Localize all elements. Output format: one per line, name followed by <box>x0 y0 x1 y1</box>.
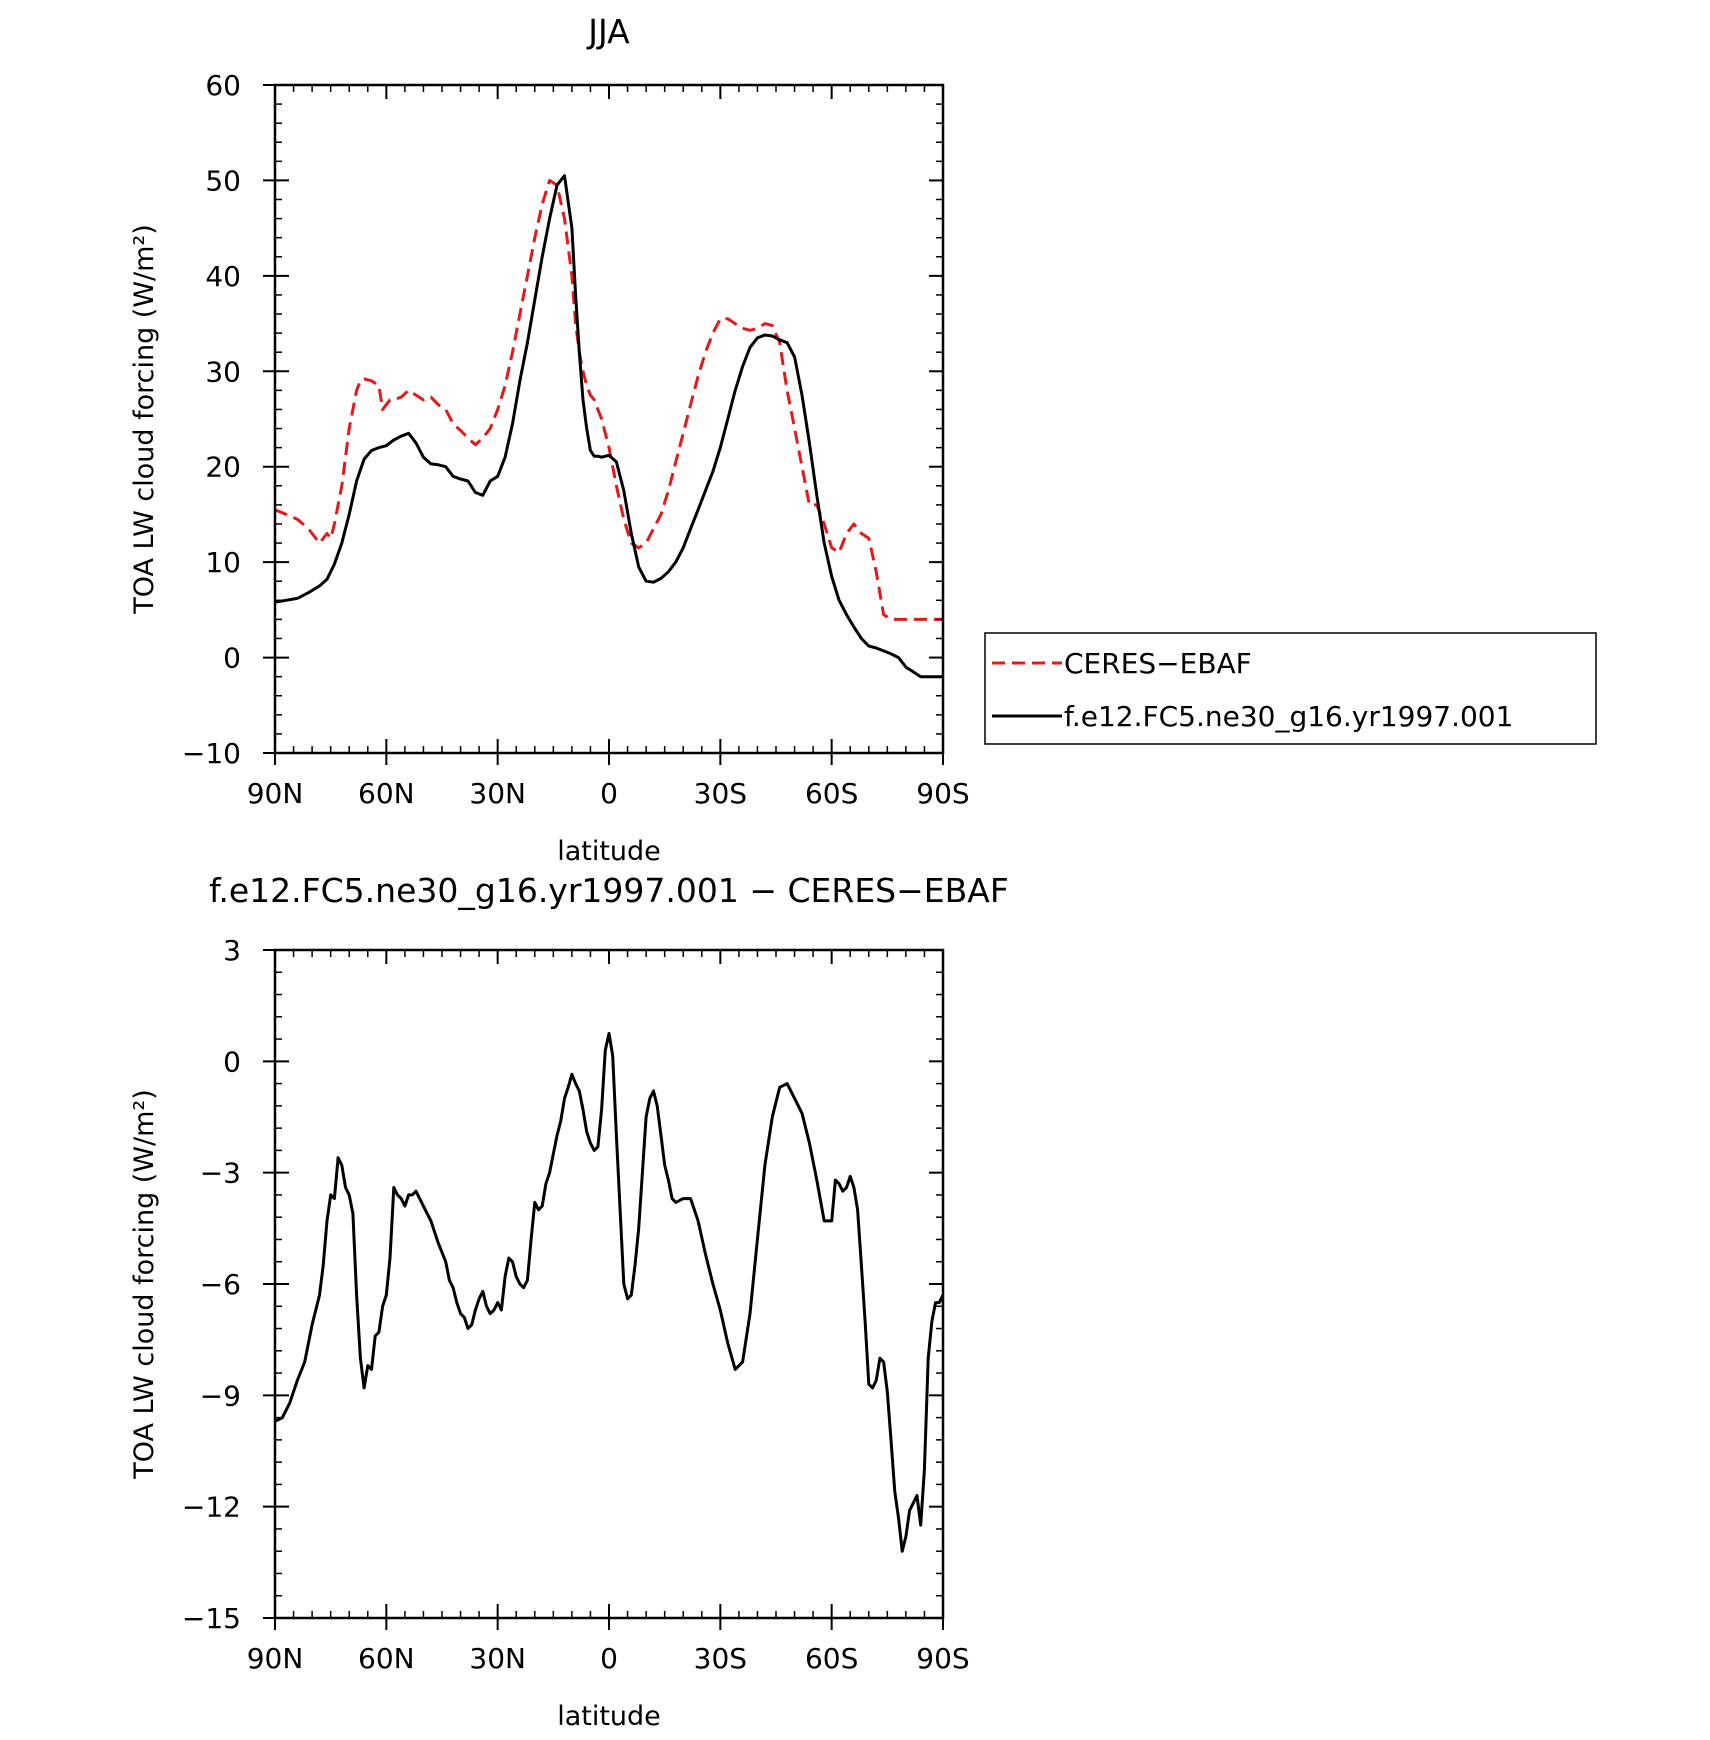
bottom-y-tick-label: −15 <box>182 1602 241 1635</box>
top-x-tick-label: 90S <box>916 777 969 810</box>
top-y-tick-label: −10 <box>182 737 241 770</box>
top-x-tick-label: 30N <box>469 777 526 810</box>
top-series-line-1 <box>274 174 943 679</box>
top-x-tick-label: 60N <box>358 777 415 810</box>
top-plot-frame <box>273 83 945 755</box>
bottom-x-tick-label: 30S <box>694 1642 747 1675</box>
bottom-series-group <box>274 1032 945 1553</box>
bottom-x-tick-label: 90S <box>916 1642 969 1675</box>
top-y-tick-label: 30 <box>205 355 241 388</box>
top-y-tick-label: 60 <box>205 69 241 102</box>
bottom-y-tick-label: 0 <box>223 1045 241 1078</box>
bottom-panel: f.e12.FC5.ne30_g16.yr1997.001 − CERES−EB… <box>129 871 1009 1732</box>
top-x-tick-label: 30S <box>694 777 747 810</box>
bottom-y-tick-label: −3 <box>200 1157 241 1190</box>
bottom-x-axis-title: latitude <box>557 1701 661 1732</box>
top-y-tick-label: 10 <box>205 546 241 579</box>
top-x-tick-label: 90N <box>247 777 304 810</box>
top-x-axis-title: latitude <box>557 836 661 867</box>
top-y-axis-title: TOA LW cloud forcing (W/m²) <box>129 224 160 615</box>
legend-box <box>984 632 1597 745</box>
bottom-y-tick-label: 3 <box>223 934 241 967</box>
top-y-tick-label: 50 <box>205 164 241 197</box>
bottom-panel-title: f.e12.FC5.ne30_g16.yr1997.001 − CERES−EB… <box>209 871 1009 910</box>
top-series-line-0 <box>274 178 943 621</box>
top-axis-ticks: 90N 60N 30N 0 30S 60S 90S 60 50 40 30 20 10 0 −10 <box>182 69 970 810</box>
top-x-tick-label: 60S <box>805 777 858 810</box>
top-y-tick-label: 40 <box>205 260 241 293</box>
legend-label-model: f.e12.FC5.ne30_g16.yr1997.001 <box>1064 700 1513 733</box>
bottom-x-tick-label: 60S <box>805 1642 858 1675</box>
bottom-x-tick-label: 60N <box>358 1642 415 1675</box>
bottom-x-tick-label: 0 <box>600 1642 618 1675</box>
bottom-y-tick-label: −12 <box>182 1491 241 1524</box>
legend-label-ceres: CERES−EBAF <box>1064 647 1252 680</box>
legend: CERES−EBAF f.e12.FC5.ne30_g16.yr1997.001 <box>984 632 1597 745</box>
top-y-tick-label: 0 <box>223 642 241 675</box>
bottom-plot-frame <box>273 948 945 1620</box>
bottom-y-tick-label: −9 <box>200 1379 241 1412</box>
bottom-x-tick-label: 30N <box>469 1642 526 1675</box>
bottom-y-tick-label: −6 <box>200 1268 241 1301</box>
bottom-y-axis-title: TOA LW cloud forcing (W/m²) <box>129 1089 160 1480</box>
top-panel-title: JJA <box>586 12 630 51</box>
bottom-x-tick-label: 90N <box>247 1642 304 1675</box>
top-series-group <box>274 174 943 679</box>
top-x-tick-label: 0 <box>600 777 618 810</box>
bottom-series-line-0 <box>274 1032 945 1553</box>
top-panel: JJA 90N 60N 30N 0 30S 60S 90S6050403020100−10 … <box>129 12 1597 867</box>
bottom-axis-ticks: 90N 60N 30N 0 30S 60S 90S 3 0 −3 −6 −9 −12 −15 <box>182 934 970 1675</box>
top-y-tick-label: 20 <box>205 451 241 484</box>
